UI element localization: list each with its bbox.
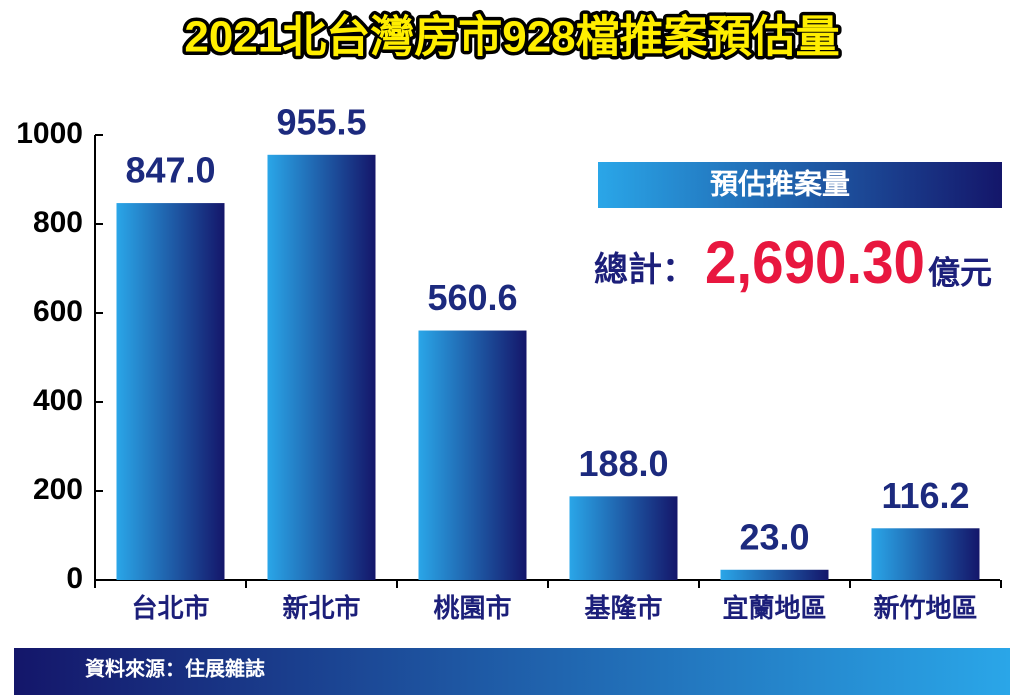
bar [569, 496, 678, 580]
footer-bar [14, 648, 1010, 695]
value-label: 847.0 [125, 150, 215, 191]
value-label: 188.0 [578, 443, 668, 484]
x-tick-label: 基隆市 [584, 593, 662, 623]
summary-box [598, 162, 1002, 208]
x-tick-label: 台北市 [131, 593, 209, 623]
y-tick-label: 600 [33, 295, 83, 328]
total-value: 2,690.30 [705, 229, 925, 296]
total-label: 總計： [594, 251, 696, 289]
source: 資料來源：住展雜誌 [85, 656, 265, 680]
value-label: 560.6 [427, 277, 517, 318]
bar [871, 528, 980, 580]
x-tick-label: 新竹地區 [873, 593, 977, 623]
bar [116, 203, 225, 580]
total-unit: 億元 [928, 254, 992, 290]
y-tick-label: 400 [33, 384, 83, 417]
value-label: 23.0 [739, 516, 809, 557]
bar [418, 330, 527, 580]
y-tick-label: 1000 [16, 117, 83, 150]
bar [720, 569, 829, 580]
x-tick-label: 桃園市 [433, 593, 511, 623]
bar [267, 154, 376, 581]
y-tick-label: 0 [66, 562, 83, 595]
x-tick-label: 宜蘭地區 [722, 593, 826, 623]
y-tick-label: 200 [33, 473, 83, 506]
summary-title: 預估推案量 [710, 167, 850, 199]
y-tick-label: 800 [33, 206, 83, 239]
value-label: 116.2 [881, 475, 969, 516]
x-tick-label: 新北市 [282, 593, 360, 623]
chart-title: 2021北台灣房市928檔推案預估量 [184, 13, 839, 62]
value-label: 955.5 [276, 101, 366, 142]
